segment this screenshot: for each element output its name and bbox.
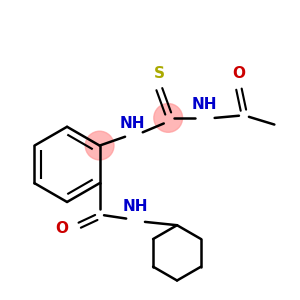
Circle shape: [154, 103, 183, 132]
Text: NH: NH: [120, 116, 146, 131]
Text: S: S: [154, 66, 165, 81]
Text: NH: NH: [122, 199, 148, 214]
Text: NH: NH: [192, 97, 218, 112]
Text: O: O: [56, 221, 68, 236]
Circle shape: [85, 131, 114, 160]
Text: O: O: [232, 66, 245, 81]
